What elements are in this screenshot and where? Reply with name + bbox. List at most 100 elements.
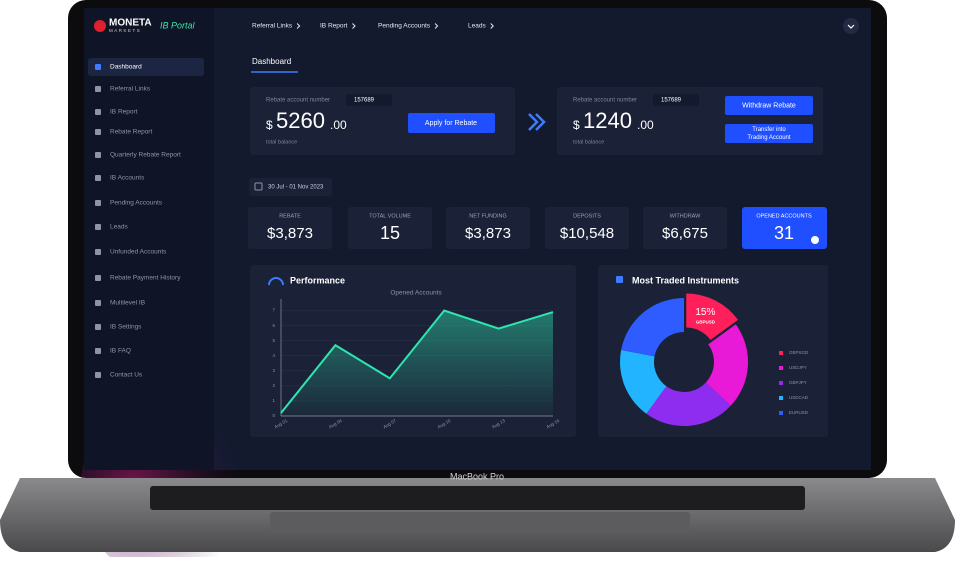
legend-swatch [779,381,783,385]
gauge-icon [268,277,284,286]
account-label: Rebate account number [573,98,637,104]
nav-item[interactable]: Multilevel IB [110,300,145,307]
instrument-icon [616,276,623,283]
nav-icon [95,300,101,306]
nav-icon [95,86,101,92]
nav-icon [95,348,101,354]
stat-value: $3,873 [267,225,313,242]
account-select[interactable] [653,94,699,106]
date-range-text: 30 Jul - 01 Nov 2023 [268,185,324,191]
account-label: Rebate account number [266,98,330,104]
stat-value: 15 [380,223,400,243]
top-nav-item[interactable]: Leads [468,23,486,30]
x-tick-label: Aug 04 [328,418,343,430]
currency: $ [266,118,273,132]
add-icon[interactable] [811,236,819,244]
nav-item[interactable]: IB Accounts [110,175,145,182]
stat-card [643,207,727,249]
balance-card [250,87,515,155]
nav-item[interactable]: Contact Us [110,372,143,379]
y-tick-label: 3 [272,368,275,373]
nav-item[interactable]: Pending Accounts [110,200,163,207]
donut-segment [686,293,739,340]
nav-icon [95,249,101,255]
top-nav-item[interactable]: Pending Accounts [378,23,431,30]
button[interactable] [725,124,813,143]
x-tick-label: Aug 16 [545,418,560,430]
y-tick-label: 0 [272,413,275,418]
y-tick-label: 6 [272,323,275,328]
balance-amount: 5260 [276,108,325,133]
balance-caption: total balance [573,139,604,145]
legend-swatch [779,351,783,355]
nav-item[interactable]: Rebate Report [110,129,152,136]
account-select[interactable] [346,94,392,106]
trackpad [270,512,690,532]
nav-item[interactable]: Quarterly Rebate Report [110,152,181,159]
nav-item[interactable]: Leads [110,224,128,231]
stat-label: NET FUNDING [469,213,506,219]
sidebar [84,8,214,470]
stat-value: $6,675 [662,225,708,242]
x-tick-label: Aug 07 [382,418,397,430]
nav-item[interactable]: IB FAQ [110,348,131,355]
balance-amount: 1240 [583,108,632,133]
logo-icon [94,20,106,32]
keyboard [150,486,805,510]
button[interactable] [725,96,813,115]
y-tick-label: 5 [272,338,275,343]
chevron [296,23,301,29]
panel-title: Most Traded Instruments [632,275,739,285]
donut-segment [705,324,749,406]
nav-icon [95,372,101,378]
legend-label: USDJPY [789,365,807,370]
button[interactable] [408,113,495,133]
stat-card [446,207,530,249]
nav-icon [95,129,101,135]
chevron [847,24,855,29]
stat-value: $3,873 [465,225,511,242]
nav-icon [95,109,101,115]
donut-segment [620,350,667,414]
line-area [281,310,553,416]
panel-title: Performance [290,275,345,285]
arrow-icon [528,113,546,131]
legend-swatch [779,411,783,415]
balance-cents: .00 [330,118,347,132]
chart-subtitle: Opened Accounts [390,290,442,297]
top-nav-item[interactable]: IB Report [320,23,348,30]
legend-label: EURUSD [789,410,809,415]
currency: $ [573,118,580,132]
legend-label: GBPJPY [789,380,807,385]
nav-icon [95,175,101,181]
legend-swatch [779,396,783,400]
stat-label: WITHDRAW [670,213,701,219]
nav-item[interactable]: IB Report [110,109,138,116]
x-tick-label: Aug 13 [491,418,506,430]
nav-item[interactable]: Dashboard [110,64,142,71]
stat-label: OPENED ACCOUNTS [756,213,812,219]
stat-card [742,207,827,249]
button-label: Apply for Rebate [425,120,477,127]
nav-active [88,58,204,76]
portal-name: IB Portal [160,20,196,30]
device-label: MacBook Pro [450,471,504,481]
profile-toggle[interactable] [843,18,859,34]
y-tick-label: 2 [272,383,275,388]
data-label-name: GBPUSD [696,320,716,325]
chevron [490,23,494,29]
nav-item[interactable]: Referral Links [110,86,151,93]
date-range[interactable] [249,178,332,196]
calendar-icon [254,182,263,191]
top-nav-item[interactable]: Referral Links [252,23,293,30]
stat-value: $10,548 [560,225,614,242]
nav-item[interactable]: Rebate Payment History [110,275,181,282]
x-tick-label: Aug 01 [273,418,288,430]
nav-item[interactable]: Unfunded Accounts [110,249,167,256]
nav-icon [95,275,101,281]
nav-item[interactable]: IB Settings [110,324,142,331]
nav-icon [95,224,101,230]
stat-label: DEPOSITS [573,213,601,219]
